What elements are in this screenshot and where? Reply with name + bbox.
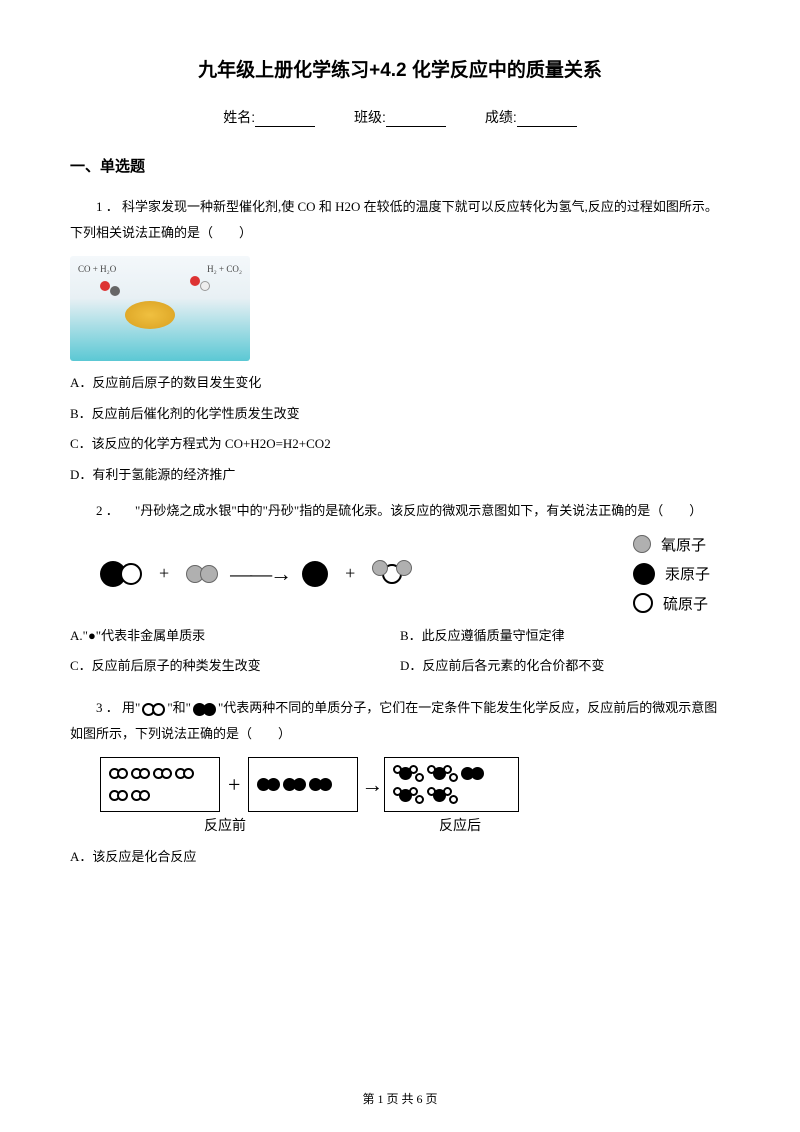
legend-mercury: 汞原子 (665, 563, 710, 584)
class-label: 班级: (354, 109, 386, 125)
legend-sulfur: 硫原子 (663, 593, 708, 614)
inline-black-molecule (193, 703, 216, 716)
q2-option-d: D．反应前后各元素的化合价都不变 (400, 654, 730, 679)
q1-img-label-right: H₂ + CO₂ (207, 264, 242, 274)
q3-number: 3 ． (96, 700, 119, 715)
page-footer: 第 1 页 共 6 页 (0, 1090, 800, 1107)
q1-option-c: C．该反应的化学方程式为 CO+H2O=H2+CO2 (70, 432, 730, 457)
product-so2 (372, 564, 412, 584)
question-3: 3 ． 用""和""代表两种不同的单质分子，它们在一定条件下能发生化学反应，反应… (70, 695, 730, 747)
arrow-icon: ——→ (230, 561, 290, 587)
footer-mid: 页 共 (386, 1092, 413, 1106)
q3-text-before: 用" (122, 700, 140, 715)
q2-option-a: A."●"代表非金属单质汞 (70, 624, 400, 649)
q1-option-b: B．反应前后催化剂的化学性质发生改变 (70, 402, 730, 427)
molecule-dot (110, 286, 120, 296)
q2-text: "丹砂烧之成水银"中的"丹砂"指的是硫化汞。该反应的微观示意图如下，有关说法正确… (135, 503, 702, 518)
reactant-o2 (186, 565, 218, 583)
label-before: 反应前 (150, 815, 300, 835)
student-info-line: 姓名: 班级: 成绩: (70, 107, 730, 127)
inline-white-molecule (142, 703, 165, 716)
page-title: 九年级上册化学练习+4.2 化学反应中的质量关系 (70, 55, 730, 82)
product-box (384, 757, 519, 812)
plus-icon: + (345, 563, 355, 584)
name-blank (255, 113, 315, 127)
footer-prefix: 第 (362, 1092, 374, 1106)
q1-option-d: D．有利于氢能源的经济推广 (70, 463, 730, 488)
q2-options-row2: C．反应前后原子的种类发生改变 D．反应前后各元素的化合价都不变 (70, 654, 730, 685)
q3-option-a: A．该反应是化合反应 (70, 845, 730, 870)
arrow-icon: → (361, 772, 381, 798)
sulfur-atom-icon (633, 593, 653, 613)
molecule-dot (100, 281, 110, 291)
q2-option-b: B．此反应遵循质量守恒定律 (400, 624, 730, 649)
reactant-hgs (100, 561, 142, 587)
mercury-atom-icon (633, 563, 655, 585)
score-label: 成绩: (485, 109, 517, 125)
reactant-box-1 (100, 757, 220, 812)
q1-option-a: A．反应前后原子的数目发生变化 (70, 371, 730, 396)
molecule-dot (200, 281, 210, 291)
q2-options-row1: A."●"代表非金属单质汞 B．此反应遵循质量守恒定律 (70, 624, 730, 655)
molecule-dot (190, 276, 200, 286)
footer-suffix: 页 (426, 1092, 438, 1106)
question-1: 1 ． 科学家发现一种新型催化剂,使 CO 和 H2O 在较低的温度下就可以反应… (70, 194, 730, 246)
q2-reaction-diagram: + ——→ + 氧原子 汞原子 硫原子 (70, 534, 730, 614)
section-heading: 一、单选题 (70, 155, 730, 176)
oxygen-atom-icon (633, 535, 651, 553)
atom-legend: 氧原子 汞原子 硫原子 (633, 534, 710, 622)
q1-text: 科学家发现一种新型催化剂,使 CO 和 H2O 在较低的温度下就可以反应转化为氢… (70, 199, 718, 240)
footer-current: 1 (377, 1092, 383, 1106)
q3-text-mid: "和" (167, 700, 191, 715)
q1-figure: CO + H₂O H₂ + CO₂ (70, 256, 730, 361)
reactant-box-2 (248, 757, 358, 812)
label-after: 反应后 (395, 815, 525, 835)
class-blank (386, 113, 446, 127)
product-hg (302, 561, 328, 587)
q1-img-label-left: CO + H₂O (78, 264, 116, 274)
q2-option-c: C．反应前后原子的种类发生改变 (70, 654, 400, 679)
name-label: 姓名: (223, 109, 255, 125)
question-2: 2 ． "丹砂烧之成水银"中的"丹砂"指的是硫化汞。该反应的微观示意图如下，有关… (70, 498, 730, 524)
plus-icon: + (228, 772, 240, 798)
q3-box-labels: 反应前 反应后 (100, 815, 730, 835)
q2-number: 2 ． (96, 503, 119, 518)
score-blank (517, 113, 577, 127)
footer-total: 6 (417, 1092, 423, 1106)
legend-oxygen: 氧原子 (661, 534, 706, 555)
q1-number: 1 ． (96, 199, 119, 214)
q3-reaction-boxes: + → (100, 757, 730, 812)
plus-icon: + (159, 563, 169, 584)
